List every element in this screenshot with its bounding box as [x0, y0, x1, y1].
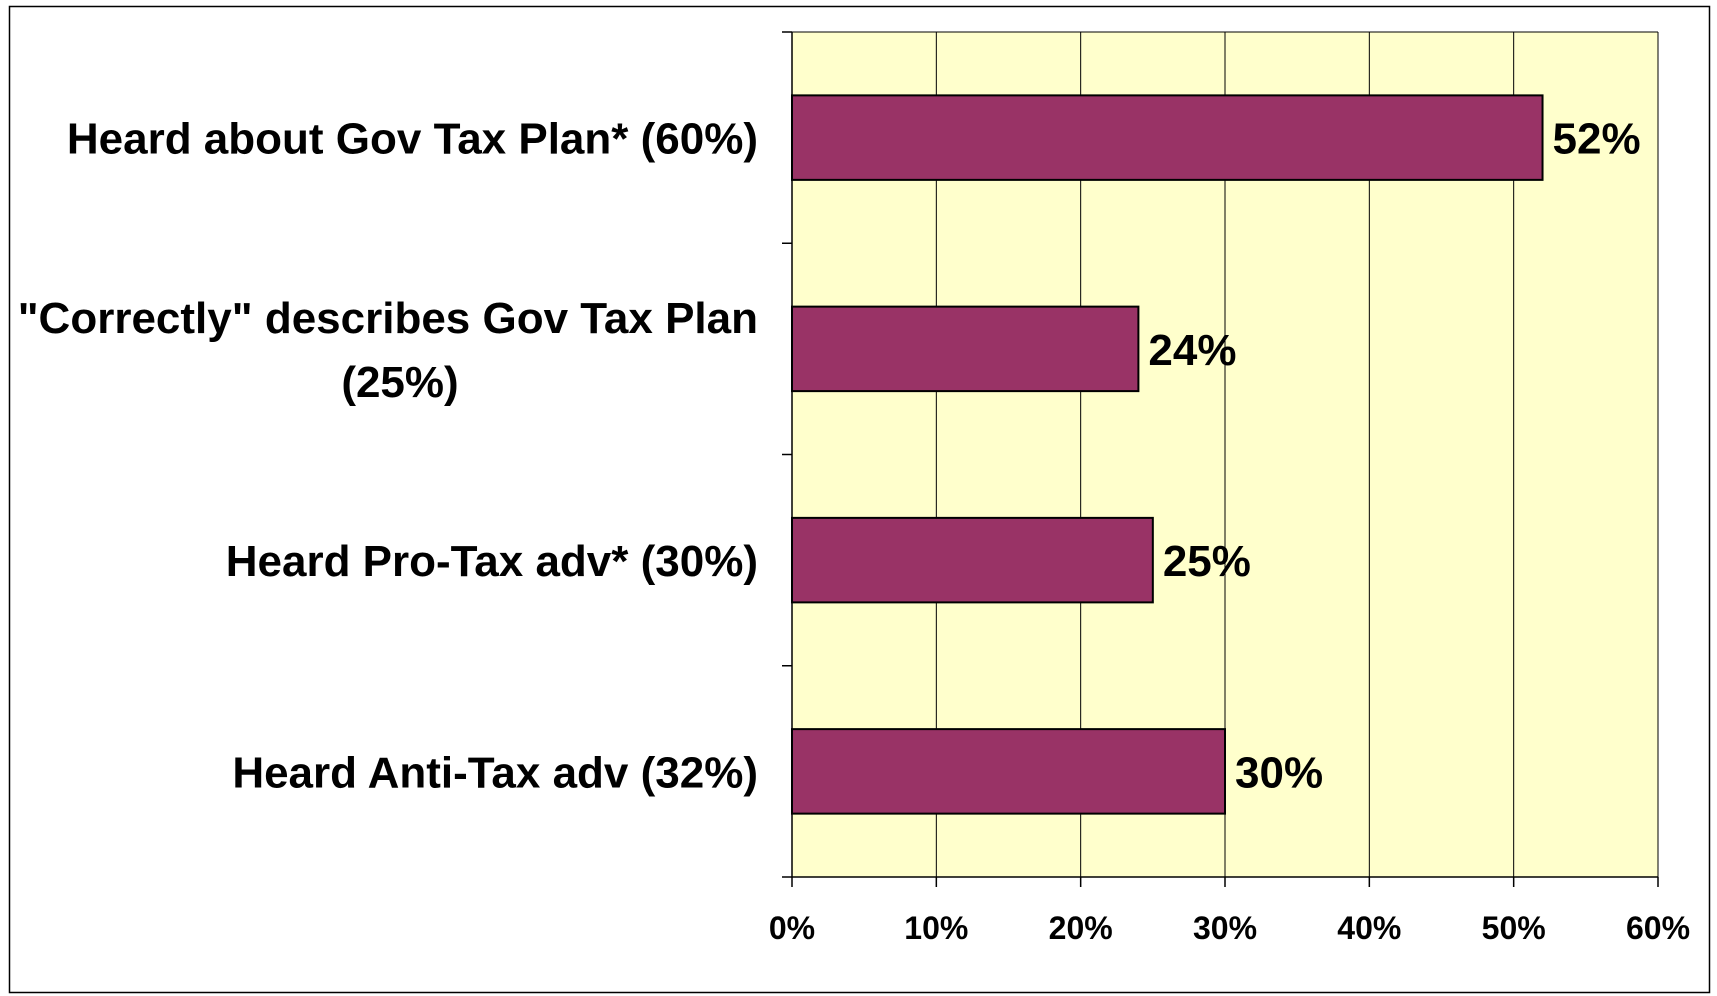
- value-label-2: 24%: [1148, 326, 1236, 375]
- x-tick-label: 20%: [1049, 910, 1113, 946]
- value-label-3: 25%: [1163, 537, 1251, 586]
- axis-lines: [782, 31, 1659, 887]
- bar-2: [791, 305, 1140, 393]
- tick-labels: 0% 10% 20% 30% 40% 50% 60%: [769, 910, 1690, 946]
- x-tick-label: 30%: [1193, 910, 1257, 946]
- x-tick-label: 50%: [1482, 910, 1546, 946]
- x-tick-label: 60%: [1626, 910, 1690, 946]
- category-label-4: Heard Anti-Tax adv (32%): [232, 748, 758, 797]
- category-label-line: Heard about Gov Tax Plan* (60%): [67, 115, 758, 164]
- value-labels: 52% 24% 25% 30%: [1148, 115, 1640, 798]
- value-label-1: 52%: [1553, 115, 1641, 164]
- category-label-line: Heard Pro-Tax adv* (30%): [226, 537, 758, 586]
- category-label-1: Heard about Gov Tax Plan* (60%): [67, 115, 758, 164]
- bars: [791, 94, 1544, 815]
- x-tick-label: 0%: [769, 910, 815, 946]
- category-label-line: Heard Anti-Tax adv (32%): [232, 748, 758, 797]
- value-label-4: 30%: [1235, 748, 1323, 797]
- bar-3: [791, 516, 1154, 604]
- category-labels: Heard about Gov Tax Plan* (60%) "Correctl…: [18, 115, 758, 798]
- x-tick-label: 10%: [904, 910, 968, 946]
- category-label-2: "Correctly" describes Gov Tax Plan (25%): [18, 294, 758, 407]
- category-label-3: Heard Pro-Tax adv* (30%): [226, 537, 758, 586]
- bar-1: [791, 94, 1544, 181]
- category-label-line: (25%): [341, 358, 458, 407]
- bar-4: [791, 728, 1226, 815]
- x-tick-label: 40%: [1337, 910, 1401, 946]
- category-label-line: "Correctly" describes Gov Tax Plan: [18, 294, 758, 343]
